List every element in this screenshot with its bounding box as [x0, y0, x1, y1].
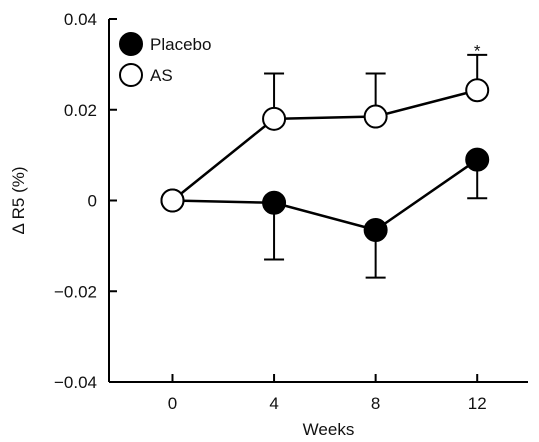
series-line-as: [171, 89, 478, 202]
legend: Placebo AS: [119, 32, 211, 87]
legend-label-placebo: Placebo: [150, 35, 211, 54]
series-layer: [160, 53, 490, 279]
data-point-placebo: [465, 147, 490, 172]
legend-marker-placebo: [119, 32, 143, 56]
data-point-placebo: [262, 190, 287, 215]
y-tick-label: 0: [88, 192, 97, 211]
ticks: −0.04 −0.02 0 0.02 0.04 0 4 8 12: [54, 10, 487, 413]
data-point-as: [465, 78, 490, 103]
y-tick-label: −0.02: [54, 282, 97, 301]
y-tick-label: −0.04: [54, 373, 97, 392]
series-line-placebo: [172, 158, 478, 232]
x-tick-label: 0: [168, 394, 177, 413]
y-tick-label: 0.04: [64, 10, 97, 29]
data-point-as: [160, 188, 185, 213]
y-axis-label: Δ R5 (%): [9, 166, 28, 234]
data-point-placebo: [363, 217, 388, 242]
x-tick-label: 4: [269, 394, 278, 413]
annotations: *: [474, 41, 481, 60]
x-tick-label: 12: [468, 394, 487, 413]
legend-marker-as: [119, 63, 143, 87]
significance-marker: *: [474, 41, 481, 60]
data-point-as: [262, 106, 287, 131]
x-tick-label: 8: [371, 394, 380, 413]
y-tick-label: 0.02: [64, 101, 97, 120]
x-axis-label: Weeks: [303, 420, 355, 439]
data-point-as: [363, 104, 388, 129]
legend-label-as: AS: [150, 66, 173, 85]
